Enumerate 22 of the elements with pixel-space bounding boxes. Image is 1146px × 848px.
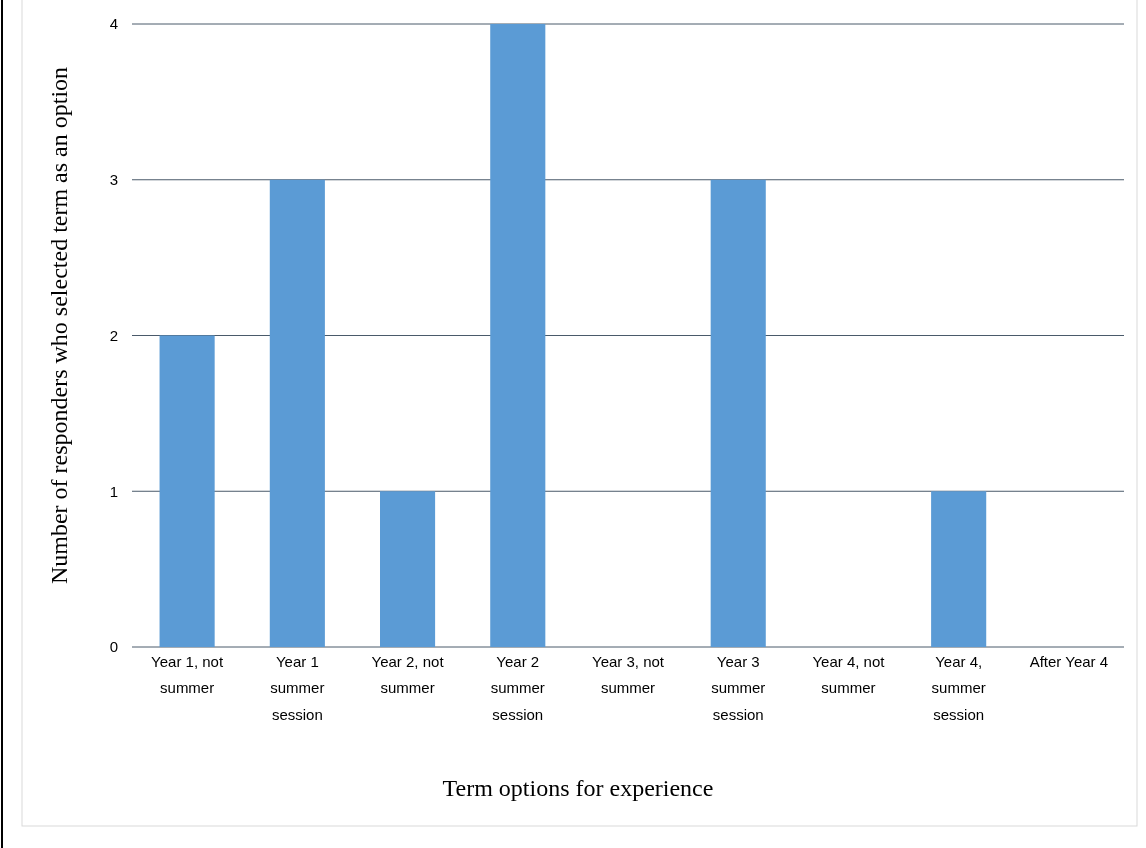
bar: [159, 335, 215, 647]
bar: [710, 179, 766, 647]
bar: [380, 491, 436, 647]
x-tick-label: After Year 4: [1029, 653, 1109, 670]
y-tick-label: 3: [109, 171, 118, 189]
x-tick-label: Year 1 summer session: [270, 653, 325, 723]
x-tick-label: Year 2 summer session: [490, 653, 545, 723]
bar: [490, 24, 546, 647]
x-axis-title: Term options for experience: [442, 775, 714, 801]
bar: [931, 491, 987, 647]
y-tick-label: 0: [109, 638, 118, 656]
x-tick-label: Year 3, not summer: [591, 653, 665, 697]
x-tick-label: Year 4, not summer: [812, 653, 886, 697]
y-tick-label: 4: [109, 15, 118, 33]
x-tick-label: Year 2, not summer: [371, 653, 445, 697]
y-tick-label: 1: [109, 482, 118, 500]
bar: [269, 179, 325, 647]
x-tick-label: Year 3 summer session: [711, 653, 766, 723]
y-axis-title: Number of responders who selected term as an option: [46, 66, 72, 585]
x-tick-label: Year 4, summer session: [931, 653, 986, 723]
y-tick-label: 2: [109, 326, 118, 344]
x-tick-label: Year 1, not summer: [151, 653, 224, 697]
